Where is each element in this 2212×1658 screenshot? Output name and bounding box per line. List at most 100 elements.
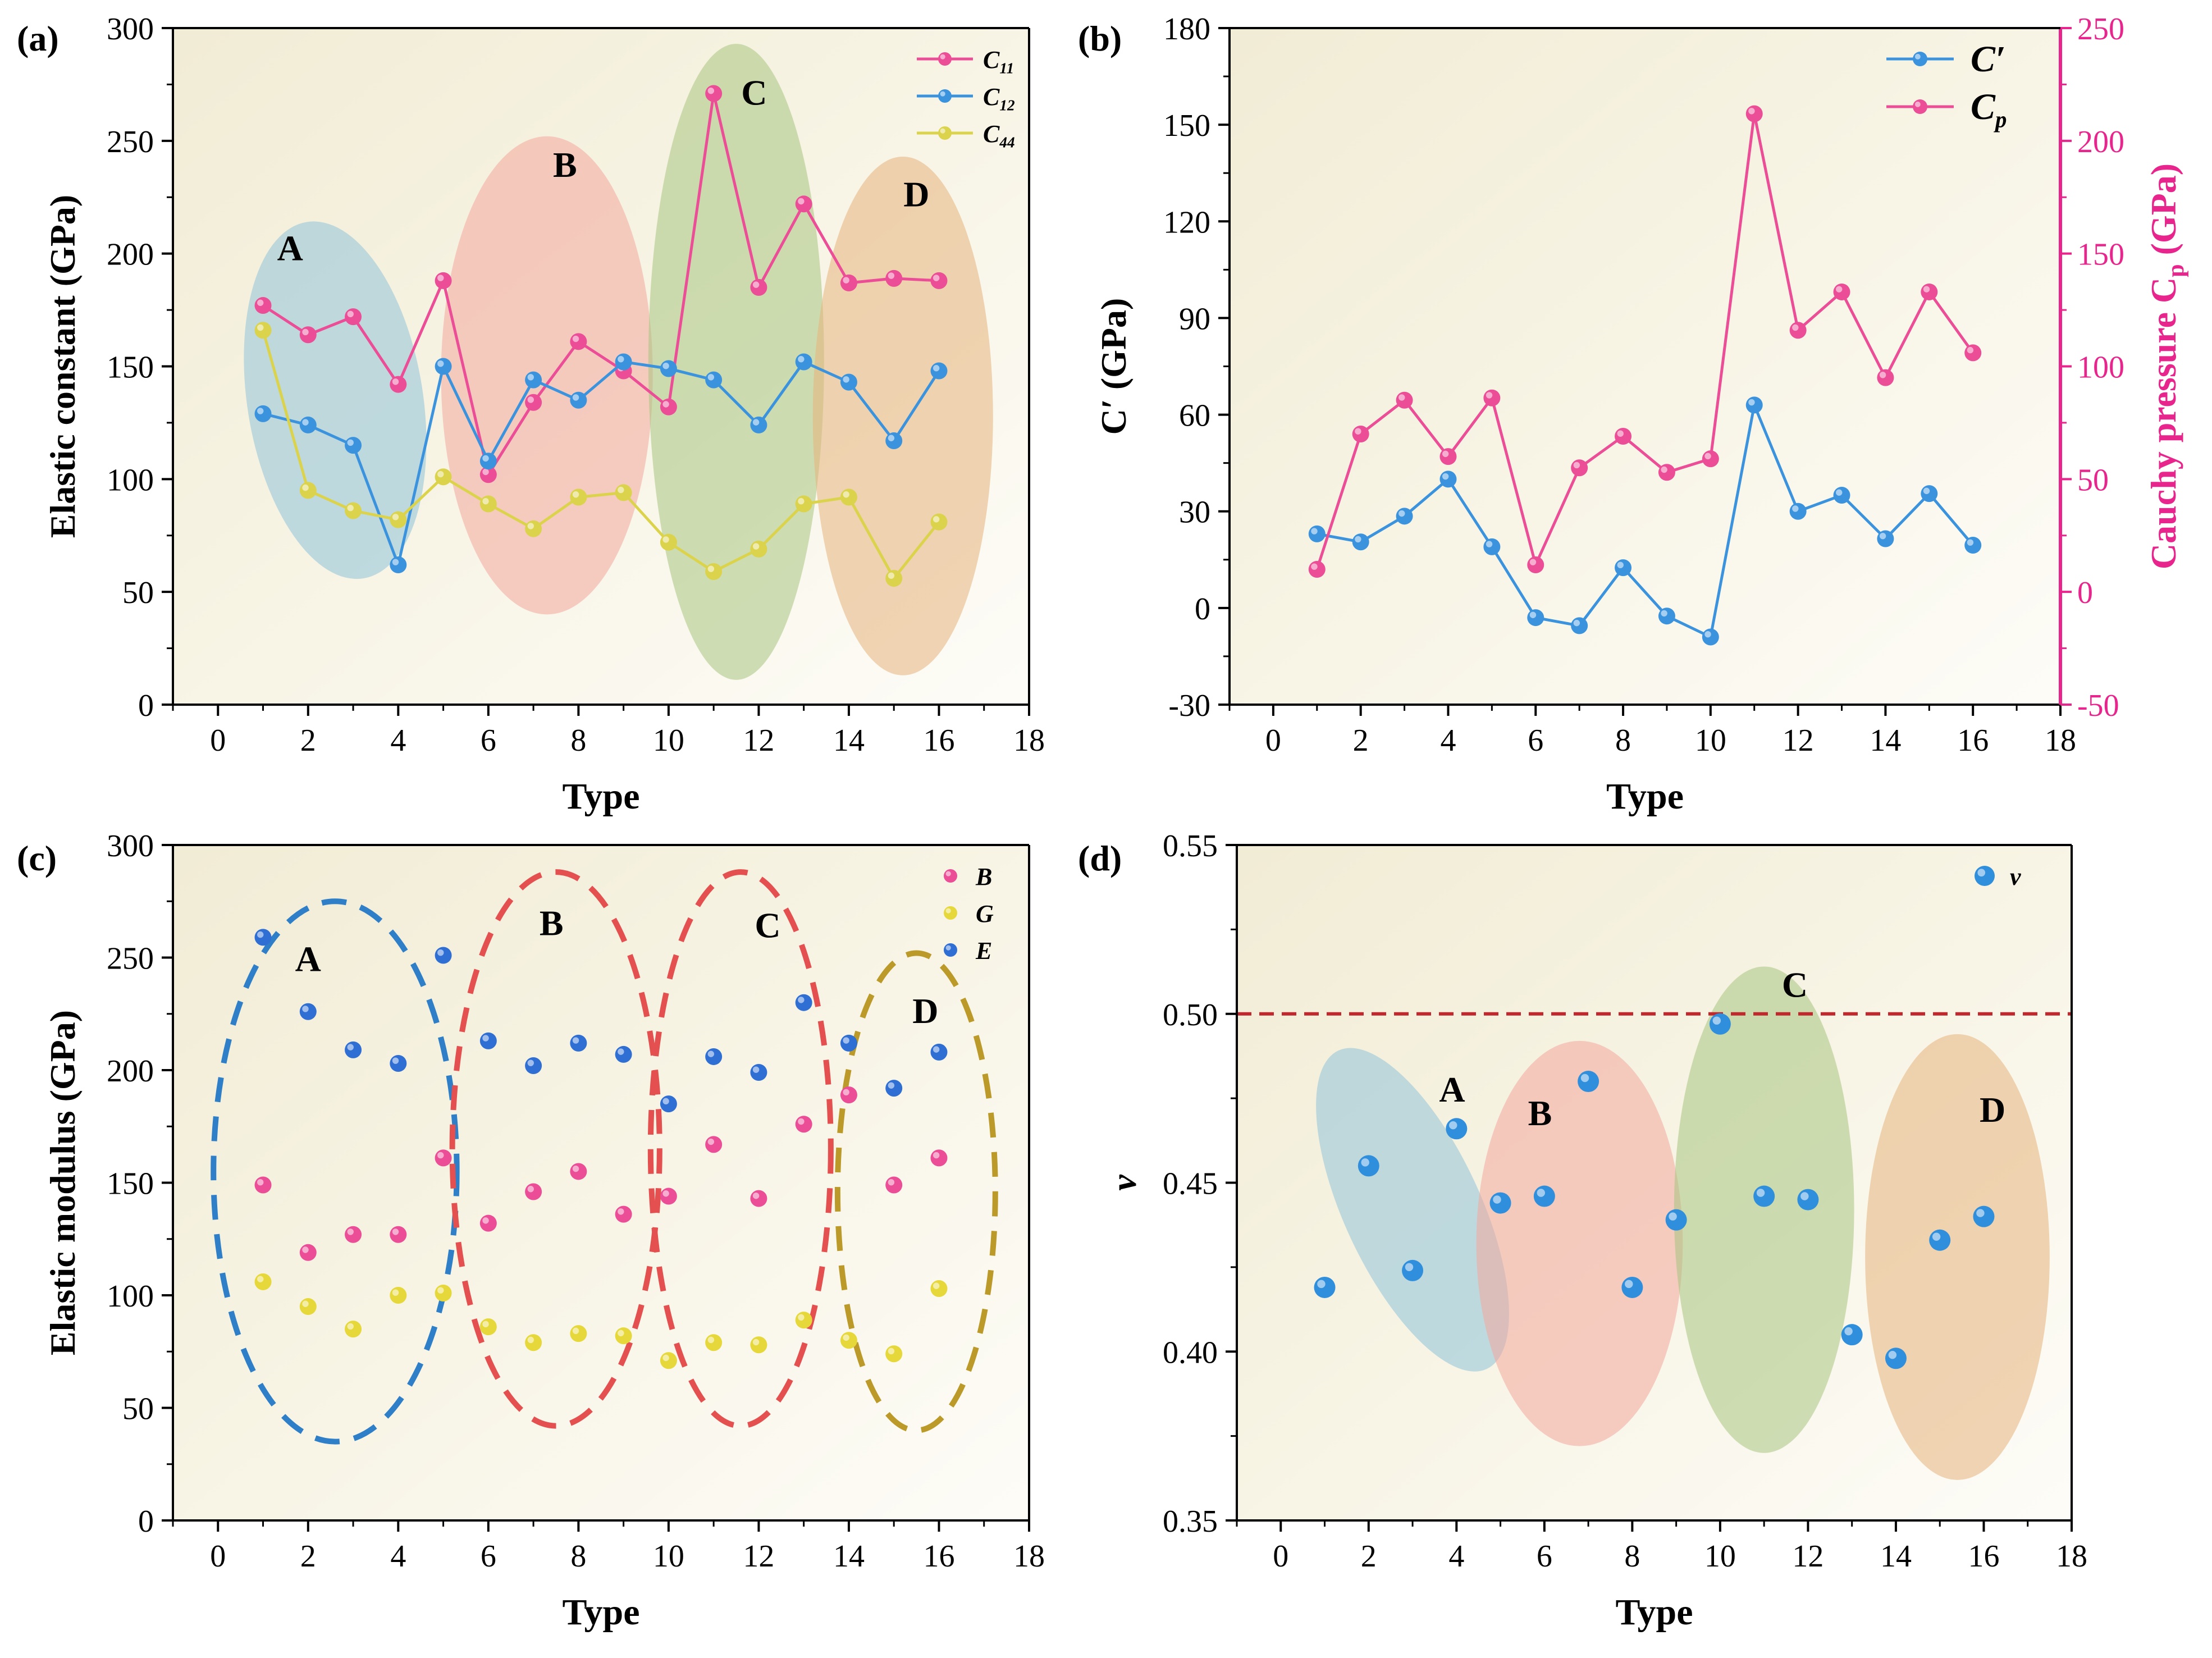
data-point-d-0-6	[1578, 1071, 1599, 1093]
data-point-a-2-3-shine	[392, 514, 399, 520]
data-point-a-2-7-body	[570, 488, 587, 506]
legend-marker-b-1-shine	[1914, 101, 1921, 107]
data-point-a-2-5-body	[479, 495, 497, 513]
data-point-c-2-15	[930, 1043, 948, 1061]
data-point-b-1-15	[1964, 344, 1982, 362]
data-point-b-1-7-body	[1615, 428, 1632, 445]
x-axis-title-b: Type	[1606, 776, 1684, 817]
y-tick-label-a: 50	[122, 575, 154, 610]
legend-marker-b-0	[1913, 52, 1927, 66]
data-point-c-0-12	[795, 1116, 812, 1133]
data-point-a-1-10-body	[705, 371, 723, 389]
x-tick-label-d: 8	[1624, 1539, 1640, 1574]
data-point-a-1-14-body	[885, 432, 903, 450]
data-point-b-1-4	[1483, 389, 1501, 406]
data-point-b-1-3	[1439, 448, 1457, 465]
data-point-b-1-7	[1615, 428, 1632, 445]
data-point-a-1-3-body	[390, 556, 407, 573]
data-point-c-1-6	[525, 1334, 542, 1351]
data-point-c-0-15-shine	[933, 1152, 940, 1159]
data-point-d-0-2-shine	[1405, 1263, 1414, 1272]
data-point-a-2-10	[705, 563, 723, 581]
legend-label-d-0-base: ν	[2010, 863, 2021, 890]
panel-label-a: (a)	[17, 19, 59, 58]
data-point-a-1-15-body	[930, 362, 948, 380]
region-label-b-d: B	[1528, 1093, 1552, 1133]
data-point-a-0-11-body	[750, 278, 767, 296]
data-point-c-1-6-shine	[527, 1336, 534, 1344]
data-point-c-1-4-shine	[437, 1287, 444, 1294]
data-point-b-0-9	[1702, 628, 1719, 646]
data-point-d-0-1-shine	[1361, 1158, 1369, 1167]
data-point-a-0-1	[299, 326, 317, 344]
region-a-a	[244, 221, 427, 579]
data-point-c-2-9	[660, 1095, 677, 1113]
x-tick-label-a: 4	[390, 723, 406, 758]
data-point-c-0-14	[885, 1176, 903, 1194]
data-point-a-0-12-body	[795, 195, 812, 213]
data-point-d-0-1-body	[1358, 1155, 1379, 1177]
data-point-b-0-10-body	[1745, 396, 1763, 414]
data-point-d-0-8	[1665, 1209, 1687, 1231]
y-tick-label-b: 0	[1195, 592, 1210, 627]
data-point-a-2-11-body	[750, 540, 767, 558]
legend-marker-c-0	[944, 869, 957, 883]
data-point-c-2-4	[435, 947, 452, 964]
data-point-a-2-1	[299, 482, 317, 499]
data-point-b-1-8	[1658, 464, 1675, 481]
legend-marker-c-0-shine	[945, 871, 951, 876]
x-tick-label-c: 4	[390, 1539, 406, 1574]
data-point-c-2-8	[615, 1045, 632, 1063]
data-point-b-1-14	[1921, 283, 1938, 300]
data-point-a-0-0-body	[254, 297, 272, 314]
data-point-a-1-14	[885, 432, 903, 450]
data-point-a-0-14-body	[885, 270, 903, 287]
data-point-d-0-6-shine	[1580, 1074, 1589, 1083]
x-tick-label-b: 0	[1265, 723, 1281, 758]
data-point-b-1-2-shine	[1399, 394, 1405, 401]
data-point-b-0-14-body	[1921, 485, 1938, 503]
data-point-a-2-12-body	[795, 495, 812, 513]
data-point-c-1-13	[840, 1332, 857, 1349]
data-point-c-0-14-body	[885, 1176, 903, 1194]
data-point-a-2-0	[254, 322, 272, 339]
data-point-a-0-1-shine	[302, 328, 309, 336]
data-point-c-1-8	[615, 1327, 632, 1345]
data-point-c-2-5-body	[479, 1032, 497, 1049]
data-point-b-0-14-shine	[1923, 487, 1930, 495]
y-tick-label-c: 150	[107, 1167, 154, 1202]
data-point-b-0-15	[1964, 536, 1982, 554]
y-axis-title-d: ν	[1104, 1175, 1144, 1191]
data-point-c-1-15	[930, 1280, 948, 1297]
data-point-a-0-7-body	[570, 333, 587, 350]
data-point-a-0-5-shine	[482, 468, 489, 476]
data-point-b-1-12-shine	[1836, 286, 1843, 293]
data-point-b-1-6	[1571, 459, 1588, 477]
data-point-a-1-5-shine	[482, 455, 489, 462]
x-tick-label-d: 4	[1448, 1539, 1464, 1574]
data-point-c-0-0-body	[254, 1176, 272, 1194]
data-point-a-1-0-body	[254, 405, 272, 422]
data-point-c-0-10	[705, 1136, 723, 1153]
data-point-a-2-15-body	[930, 513, 948, 531]
data-point-b-0-4	[1483, 538, 1501, 555]
data-point-c-2-2-body	[345, 1041, 362, 1058]
data-point-b-0-10	[1745, 396, 1763, 414]
legend-label-b-0-base: C′	[1971, 39, 2006, 80]
data-point-a-2-0-body	[254, 322, 272, 339]
data-point-b-0-3-shine	[1442, 473, 1449, 480]
data-point-d-0-1	[1358, 1155, 1379, 1177]
data-point-d-0-13-shine	[1888, 1350, 1897, 1359]
data-point-d-0-14-shine	[1932, 1232, 1941, 1241]
data-point-a-2-10-body	[705, 563, 723, 581]
data-point-a-2-11-shine	[752, 543, 760, 550]
region-d-d	[1865, 1034, 2050, 1480]
data-point-c-2-15-body	[930, 1043, 948, 1061]
data-point-b-0-4-body	[1483, 538, 1501, 555]
x-tick-label-c: 14	[833, 1539, 865, 1574]
data-point-d-0-7-shine	[1625, 1280, 1633, 1289]
x-tick-label-b: 12	[1783, 723, 1814, 758]
data-point-d-0-7-body	[1621, 1276, 1643, 1298]
data-point-a-2-7	[570, 488, 587, 506]
data-point-c-0-6-shine	[527, 1186, 534, 1193]
